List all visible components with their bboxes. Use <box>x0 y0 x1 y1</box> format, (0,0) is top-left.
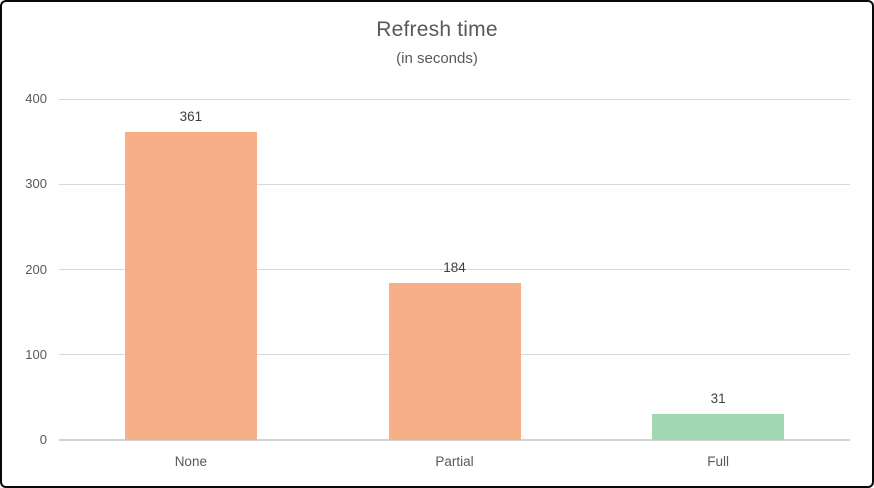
bar-value-label: 361 <box>179 109 203 125</box>
chart-subtitle: (in seconds) <box>396 50 478 67</box>
gridline <box>59 183 850 185</box>
gridline <box>59 98 850 100</box>
x-axis-category-label: Full <box>707 454 730 469</box>
bar-none <box>124 132 257 440</box>
bar-value-label: 31 <box>710 390 726 406</box>
bar-value-label: 184 <box>443 260 466 276</box>
bar-partial <box>388 283 521 440</box>
gridline <box>59 269 850 270</box>
y-axis-tick-label: 200 <box>25 261 47 277</box>
x-axis-baseline <box>59 439 850 441</box>
x-axis-category-label: None <box>174 454 207 469</box>
chart-title: Refresh time <box>376 18 498 41</box>
y-axis-tick-label: 0 <box>39 432 47 447</box>
bar-full <box>652 413 785 440</box>
x-axis-category-label: Partial <box>435 454 474 469</box>
y-axis-tick-label: 100 <box>25 346 47 362</box>
y-axis-tick-label: 300 <box>25 176 47 192</box>
y-axis-tick-label: 400 <box>25 91 47 106</box>
